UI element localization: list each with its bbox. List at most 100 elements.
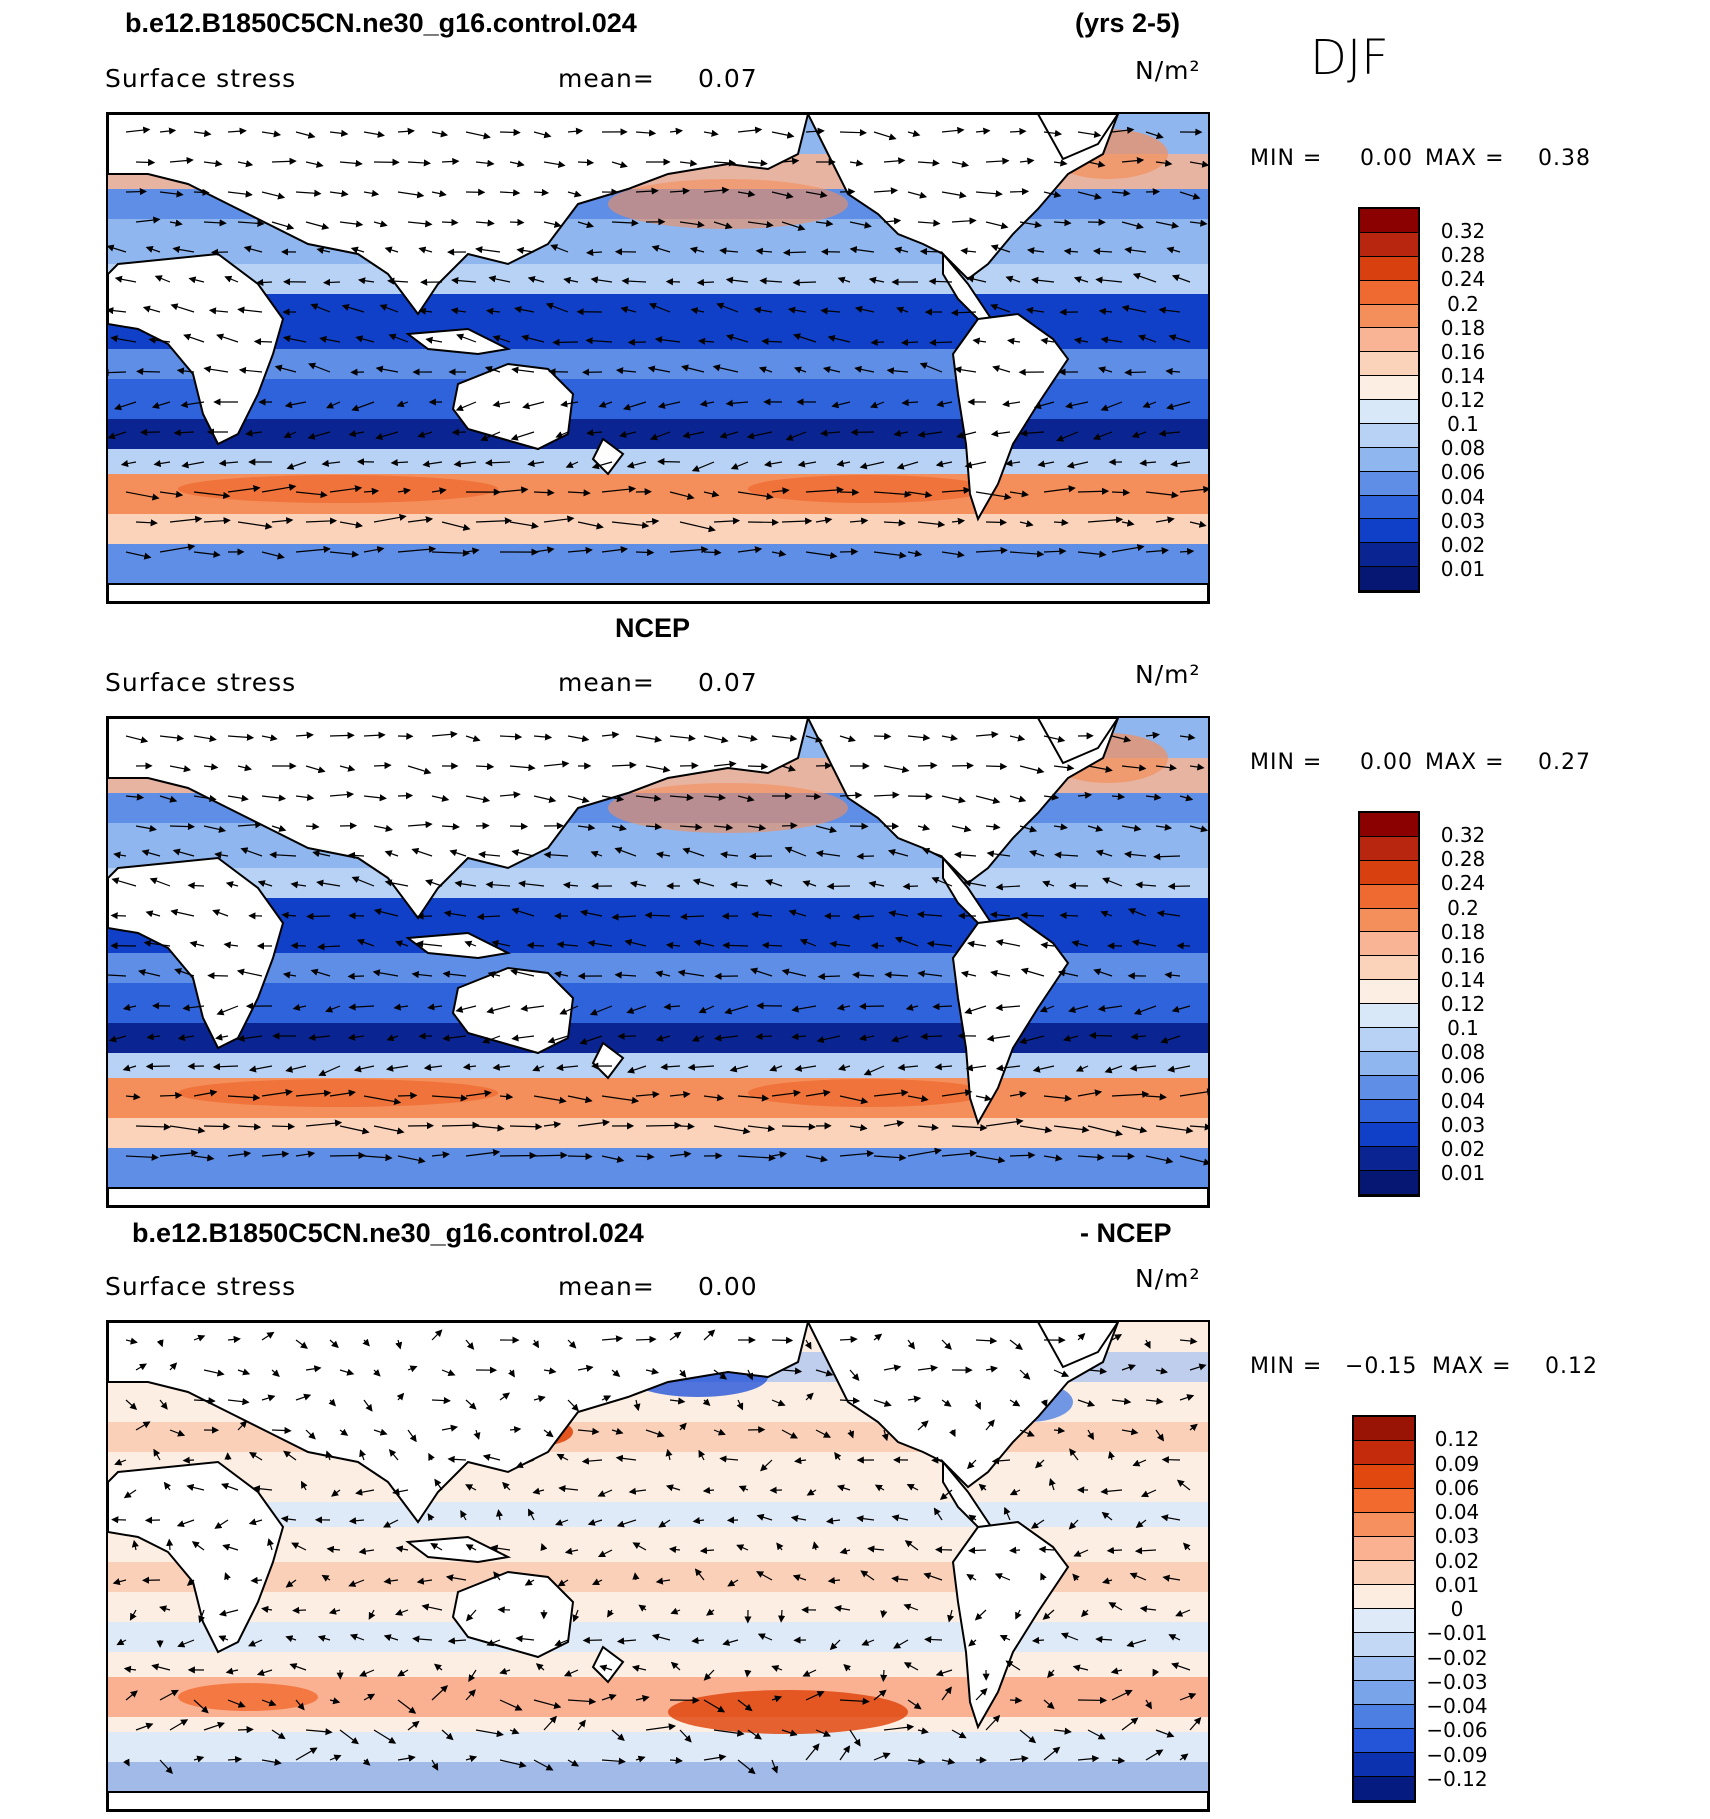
stress-vector bbox=[724, 1005, 749, 1015]
stress-vector bbox=[108, 307, 127, 315]
stress-vector bbox=[975, 1094, 993, 1102]
stress-vector bbox=[1068, 1005, 1089, 1013]
stress-vector bbox=[533, 489, 555, 497]
stress-vector bbox=[995, 883, 1021, 891]
stress-vector bbox=[227, 794, 249, 802]
stress-vector bbox=[1189, 219, 1208, 227]
stress-vector bbox=[859, 1034, 875, 1042]
stress-vector bbox=[543, 515, 575, 523]
stress-vector bbox=[1031, 276, 1055, 284]
stress-vector bbox=[849, 246, 875, 254]
stress-band bbox=[108, 449, 1208, 474]
stress-vector bbox=[759, 277, 783, 285]
stress-vector bbox=[431, 549, 471, 557]
stress-vector bbox=[619, 430, 637, 438]
stress-vector bbox=[253, 338, 273, 346]
stress-vector bbox=[820, 429, 841, 437]
stress-vector bbox=[292, 1606, 307, 1614]
stress-vector bbox=[1189, 160, 1208, 168]
stress-vector bbox=[737, 734, 758, 742]
stress-vector bbox=[590, 850, 603, 858]
panel2-max-value: 0.27 bbox=[1538, 750, 1591, 775]
stress-vector bbox=[975, 731, 999, 739]
stress-vector bbox=[799, 938, 817, 947]
stress-vector bbox=[901, 399, 919, 407]
stress-vector bbox=[712, 364, 739, 373]
stress-vector bbox=[854, 305, 875, 313]
stress-vector bbox=[418, 307, 433, 315]
stress-vector bbox=[1095, 849, 1113, 857]
stress-vector bbox=[555, 1063, 579, 1072]
panel2-min-label: MIN = bbox=[1250, 750, 1323, 775]
stress-vector bbox=[920, 1032, 943, 1041]
stress-vector bbox=[611, 913, 637, 921]
stress-vector bbox=[729, 1065, 749, 1073]
colorbar-cell bbox=[1360, 1171, 1418, 1195]
panel3-variable: Surface stress bbox=[105, 1272, 297, 1301]
colorbar-cell bbox=[1354, 1777, 1414, 1801]
stress-vector bbox=[907, 1095, 929, 1103]
stress-vector bbox=[318, 1065, 341, 1077]
stress-vector bbox=[418, 246, 433, 254]
colorbar-tick-label: −0.06 bbox=[1426, 1718, 1488, 1743]
stress-vector bbox=[1077, 1089, 1103, 1097]
coastline bbox=[108, 1460, 285, 1654]
stress-vector bbox=[108, 368, 127, 377]
stress-vector bbox=[237, 521, 273, 530]
stress-vector bbox=[499, 128, 521, 136]
stress-vector bbox=[543, 1121, 562, 1129]
stress-vector bbox=[507, 1369, 515, 1378]
stress-vector bbox=[1155, 159, 1173, 167]
stress-vector bbox=[189, 940, 205, 948]
stress-vector bbox=[703, 1094, 725, 1102]
colorbar-tick-label: 0.32 bbox=[1440, 219, 1486, 244]
stress-vector bbox=[805, 1155, 828, 1163]
colorbar-cell bbox=[1360, 1147, 1418, 1172]
panel3-min-value: −0.15 bbox=[1345, 1354, 1418, 1379]
stress-vector bbox=[781, 221, 806, 231]
stress-vector bbox=[1121, 519, 1135, 527]
stress-vector bbox=[660, 1063, 681, 1071]
stress-vector bbox=[243, 245, 263, 253]
stress-vector bbox=[550, 244, 569, 253]
stress-vector bbox=[509, 763, 536, 772]
stress-vector bbox=[781, 822, 798, 830]
stress-vector bbox=[176, 367, 195, 375]
stress-vector bbox=[883, 157, 906, 165]
stress-vector bbox=[193, 1334, 206, 1342]
stress-vector bbox=[465, 547, 480, 555]
stress-vector bbox=[261, 1088, 293, 1097]
stress-vector bbox=[782, 248, 807, 257]
stress-vector bbox=[1145, 131, 1164, 140]
stress-vector bbox=[713, 159, 737, 167]
stress-vector bbox=[669, 127, 684, 135]
stress-vector bbox=[1142, 401, 1157, 409]
stress-vector bbox=[951, 160, 970, 168]
colorbar-cell bbox=[1354, 1633, 1414, 1657]
coastline bbox=[451, 966, 575, 1055]
coastline bbox=[108, 252, 285, 446]
stress-vector bbox=[159, 490, 184, 498]
panel3-min-label: MIN = bbox=[1250, 1354, 1323, 1379]
stress-vector bbox=[822, 366, 841, 374]
stress-vector bbox=[475, 1124, 505, 1132]
stress-vector bbox=[475, 159, 495, 167]
stress-vector bbox=[567, 735, 590, 743]
stress-vector bbox=[441, 218, 459, 227]
stress-vector bbox=[135, 1363, 147, 1371]
stress-vector bbox=[305, 822, 320, 831]
stress-vector bbox=[216, 333, 239, 343]
stress-vector bbox=[697, 337, 715, 345]
stress-vector bbox=[518, 880, 545, 888]
stress-vector bbox=[407, 821, 433, 829]
stress-vector bbox=[873, 732, 892, 740]
colorbar-tick-label: 0.06 bbox=[1434, 1475, 1480, 1500]
stress-vector bbox=[1037, 460, 1055, 468]
stress-vector bbox=[941, 550, 965, 558]
stress-vector bbox=[1009, 1151, 1036, 1159]
panel3-colorbar bbox=[1352, 1415, 1416, 1803]
stress-vector bbox=[907, 191, 928, 199]
stress-patch bbox=[748, 475, 988, 503]
stress-vector bbox=[624, 939, 647, 947]
stress-vector bbox=[193, 188, 210, 196]
